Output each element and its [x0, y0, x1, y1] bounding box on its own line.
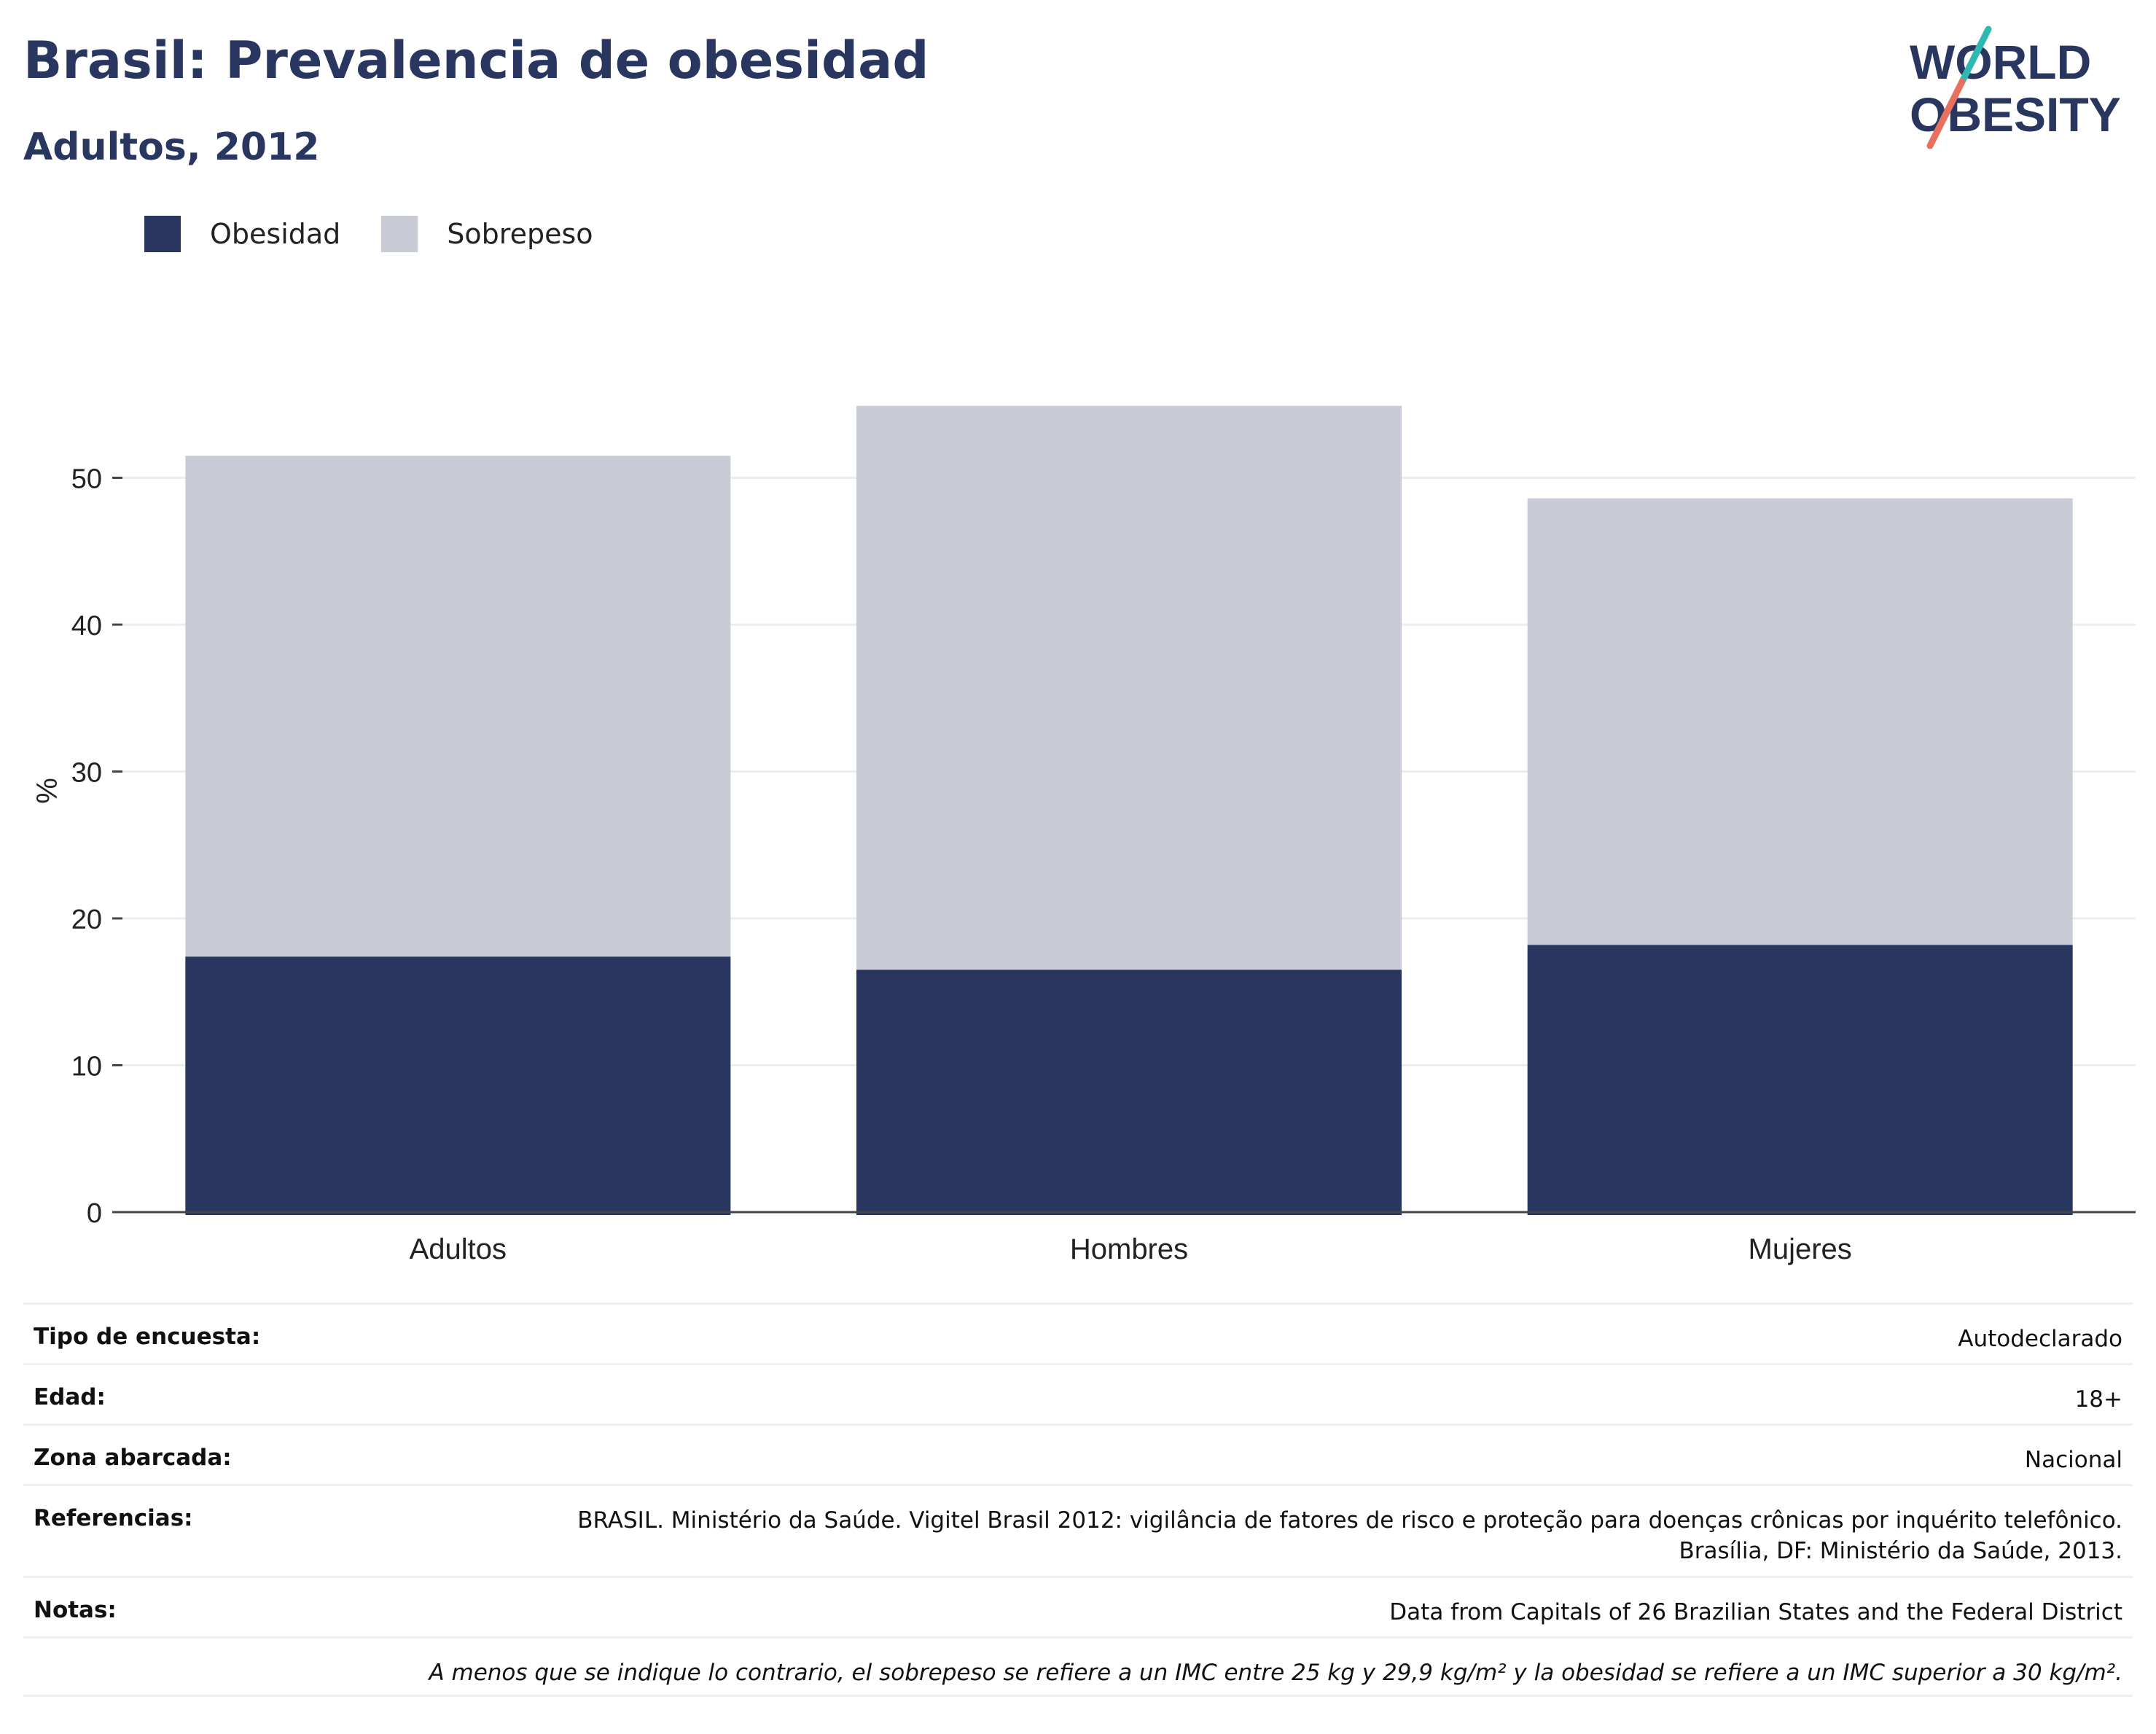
- legend-item-obesidad[interactable]: Obesidad: [144, 216, 340, 252]
- legend-label-obesidad: Obesidad: [210, 218, 341, 250]
- details-table: Tipo de encuesta: Autodeclarado Edad: 18…: [23, 1303, 2133, 1697]
- bars: [185, 405, 2073, 1215]
- axes: 0 10 20 30 40 50 Adultos Hombres Mujeres: [71, 464, 2136, 1265]
- x-tick-label: Hombres: [1070, 1233, 1188, 1265]
- y-tick-label: 0: [87, 1198, 102, 1229]
- survey-type-value: Autodeclarado: [1958, 1326, 2122, 1352]
- y-tick-label: 50: [71, 464, 102, 495]
- age-label: Edad:: [34, 1384, 106, 1410]
- logo-slash-teal: [1958, 26, 1992, 85]
- bar-sobrepeso-hombres: [856, 405, 1402, 970]
- notes-label: Notas:: [34, 1597, 117, 1623]
- details-row-footnote: A menos que se indique lo contrario, el …: [23, 1636, 2133, 1697]
- x-tick-label: Adultos: [410, 1233, 507, 1265]
- details-row-area: Zona abarcada: Nacional: [23, 1423, 2133, 1484]
- y-axis-label: %: [31, 778, 63, 804]
- y-tick-label: 40: [71, 611, 102, 641]
- details-row-survey-type: Tipo de encuesta: Autodeclarado: [23, 1303, 2133, 1363]
- area-label: Zona abarcada:: [34, 1445, 232, 1471]
- legend-swatch-sobrepeso: [381, 216, 418, 252]
- age-value: 18+: [2074, 1386, 2122, 1413]
- bar-sobrepeso-adultos: [185, 456, 731, 957]
- details-row-references: Referencias: BRASIL. Ministério da Saúde…: [23, 1484, 2133, 1576]
- references-label: Referencias:: [34, 1505, 193, 1531]
- legend-item-sobrepeso[interactable]: Sobrepeso: [381, 216, 593, 252]
- y-tick-label: 10: [71, 1052, 102, 1082]
- details-row-age: Edad: 18+: [23, 1363, 2133, 1423]
- details-row-notes: Notas: Data from Capitals of 26 Brazilia…: [23, 1576, 2133, 1636]
- stacked-bar-chart: 0 10 20 30 40 50 Adultos Hombres Mujeres %: [31, 405, 2136, 1265]
- bar-obesidad-hombres: [856, 969, 1402, 1215]
- area-value: Nacional: [2024, 1447, 2122, 1473]
- legend-swatch-obesidad: [144, 216, 181, 252]
- chart-subtitle: Adultos, 2012: [23, 125, 320, 169]
- y-tick-label: 20: [71, 905, 102, 935]
- chart-legend: Obesidad Sobrepeso: [144, 216, 634, 252]
- logo-slash-coral: [1926, 78, 1966, 149]
- notes-value: Data from Capitals of 26 Brazilian State…: [1389, 1599, 2122, 1625]
- references-line-1: BRASIL. Ministério da Saúde. Vigitel Bra…: [577, 1507, 2122, 1534]
- y-tick-label: 30: [71, 758, 102, 789]
- bar-sobrepeso-mujeres: [1527, 498, 2073, 945]
- bar-obesidad-adultos: [185, 956, 731, 1215]
- x-tick-label: Mujeres: [1749, 1233, 1852, 1265]
- references-line-2: Brasília, DF: Ministério da Saúde, 2013.: [1679, 1538, 2122, 1564]
- references-value: BRASIL. Ministério da Saúde. Vigitel Bra…: [577, 1505, 2122, 1566]
- legend-label-sobrepeso: Sobrepeso: [447, 218, 593, 250]
- world-obesity-logo: WORLD OBESITY: [1910, 26, 2121, 149]
- chart-title: Brasil: Prevalencia de obesidad: [23, 31, 929, 90]
- footnote: A menos que se indique lo contrario, el …: [429, 1660, 2122, 1686]
- survey-type-label: Tipo de encuesta:: [34, 1324, 261, 1350]
- logo-line1: WORLD: [1910, 35, 2091, 89]
- bar-obesidad-mujeres: [1527, 945, 2073, 1215]
